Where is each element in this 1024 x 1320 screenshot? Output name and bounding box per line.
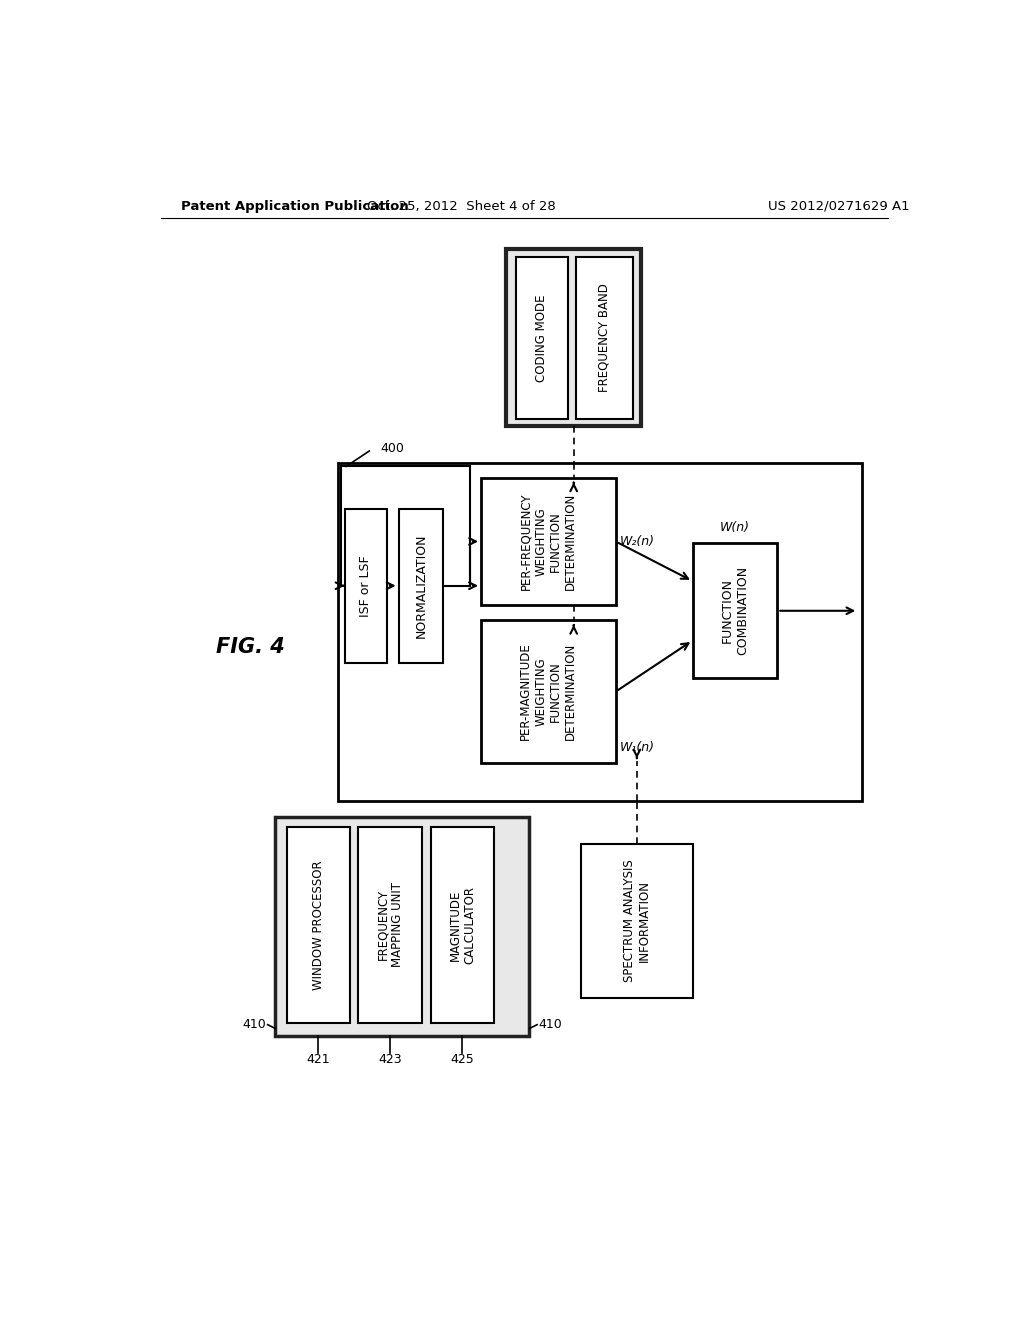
Text: Oct. 25, 2012  Sheet 4 of 28: Oct. 25, 2012 Sheet 4 of 28 [368,199,556,213]
Text: Patent Application Publication: Patent Application Publication [180,199,409,213]
Text: 423: 423 [378,1053,401,1065]
Text: 400: 400 [381,442,404,455]
Text: FUNCTION
COMBINATION: FUNCTION COMBINATION [721,566,749,655]
Bar [431,826,494,1023]
Text: ISF or LSF: ISF or LSF [359,554,373,616]
Text: 410: 410 [539,1018,562,1031]
Text: 425: 425 [451,1053,474,1065]
Bar [506,249,641,426]
Bar [515,257,568,418]
Text: W(n): W(n) [720,521,750,535]
Bar [581,843,692,998]
Text: US 2012/0271629 A1: US 2012/0271629 A1 [768,199,909,213]
Bar [345,508,387,663]
Text: MAGNITUDE
CALCULATOR: MAGNITUDE CALCULATOR [449,886,476,964]
Bar [287,826,350,1023]
Bar [358,826,422,1023]
Text: FREQUENCY
MAPPING UNIT: FREQUENCY MAPPING UNIT [376,883,404,968]
Bar [692,544,777,678]
Text: WINDOW PROCESSOR: WINDOW PROCESSOR [312,861,325,990]
Bar [339,462,862,801]
Text: FREQUENCY BAND: FREQUENCY BAND [598,284,611,392]
Bar [481,478,615,605]
Text: NORMALIZATION: NORMALIZATION [415,533,427,638]
Text: 421: 421 [306,1053,331,1065]
Text: CODING MODE: CODING MODE [536,294,548,381]
Text: PER-MAGNITUDE
WEIGHTING
FUNCTION
DETERMINATION: PER-MAGNITUDE WEIGHTING FUNCTION DETERMI… [519,643,578,741]
Text: SPECTRUM ANALYSIS
INFORMATION: SPECTRUM ANALYSIS INFORMATION [623,859,651,982]
Text: 410: 410 [243,1018,266,1031]
Bar [398,508,443,663]
Text: FIG. 4: FIG. 4 [215,638,285,657]
Text: W₁(n): W₁(n) [620,741,654,754]
Text: PER-FREQUENCY
WEIGHTING
FUNCTION
DETERMINATION: PER-FREQUENCY WEIGHTING FUNCTION DETERMI… [519,492,578,590]
Bar [575,257,634,418]
Bar [481,620,615,763]
Bar [275,817,529,1036]
Text: W₂(n): W₂(n) [620,535,654,548]
